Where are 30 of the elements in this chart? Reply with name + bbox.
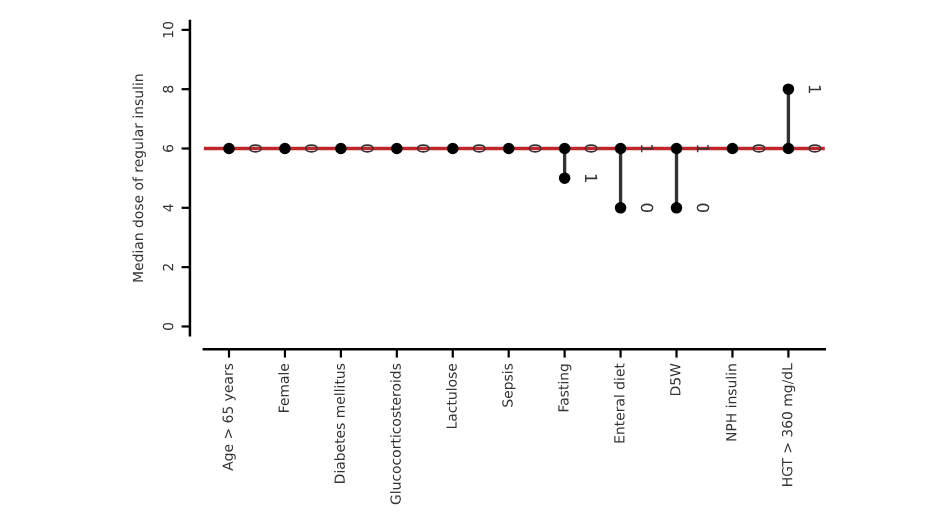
annotation: 0: [472, 144, 486, 153]
annotation: 1: [585, 174, 598, 182]
annotation: 0: [640, 203, 654, 213]
point: [614, 202, 627, 214]
point: [782, 142, 795, 155]
point: [726, 142, 739, 155]
annotation: 0: [528, 144, 542, 153]
annotation: 0: [249, 144, 262, 153]
annotation: 0: [416, 144, 430, 153]
point: [502, 142, 515, 155]
point: [782, 83, 795, 95]
point: [614, 142, 627, 155]
annotation: 0: [808, 144, 822, 153]
point: [558, 142, 571, 155]
point: [391, 142, 403, 155]
annotation: 0: [305, 144, 318, 153]
point: [335, 142, 347, 155]
annotation: 1: [696, 145, 710, 153]
annotation: 0: [696, 203, 710, 213]
annotation: 0: [752, 144, 766, 153]
point: [446, 142, 459, 155]
annotation: 0: [361, 144, 374, 153]
annotation: 0: [584, 144, 598, 153]
point: [670, 142, 683, 155]
point: [223, 142, 235, 155]
annotation: 1: [640, 145, 654, 153]
point: [558, 172, 571, 184]
annotation: 1: [808, 85, 821, 93]
point: [279, 142, 291, 155]
point: [670, 202, 683, 214]
